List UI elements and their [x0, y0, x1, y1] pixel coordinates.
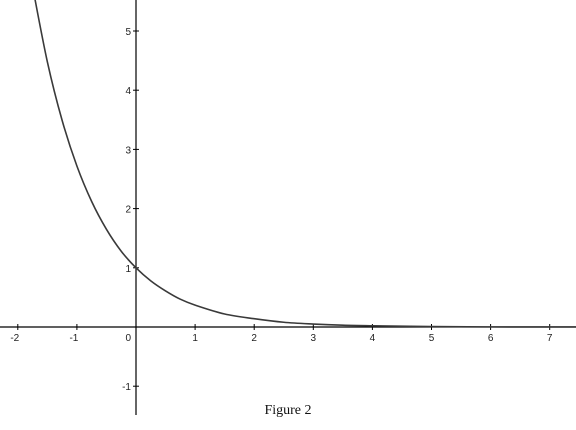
- x-tick-label: 5: [429, 333, 435, 344]
- origin-label: 0: [125, 333, 131, 344]
- x-tick-label: -1: [69, 333, 78, 344]
- y-tick-label: 5: [125, 27, 131, 38]
- x-tick-label: 7: [547, 333, 553, 344]
- y-tick-label: 1: [125, 264, 131, 275]
- y-tick-label: 4: [125, 86, 131, 97]
- figure-caption: Figure 2: [264, 403, 312, 418]
- x-tick-label: 2: [251, 333, 257, 344]
- x-tick-label: 4: [370, 333, 376, 344]
- y-tick-label: 3: [125, 145, 131, 156]
- exponential-curve: [34, 0, 576, 328]
- x-tick-label: 6: [488, 333, 494, 344]
- y-tick-label: 2: [125, 205, 131, 216]
- axes: [0, 0, 576, 415]
- tick-marks: [17, 30, 551, 387]
- tick-labels: -2 -1 1 2 3 4 5 6 7 -1 1 2 3 4 5 0: [10, 27, 553, 393]
- x-tick-label: 1: [192, 333, 198, 344]
- x-tick-label: 3: [311, 333, 317, 344]
- y-tick-label: -1: [122, 382, 131, 393]
- x-tick-label: -2: [10, 333, 19, 344]
